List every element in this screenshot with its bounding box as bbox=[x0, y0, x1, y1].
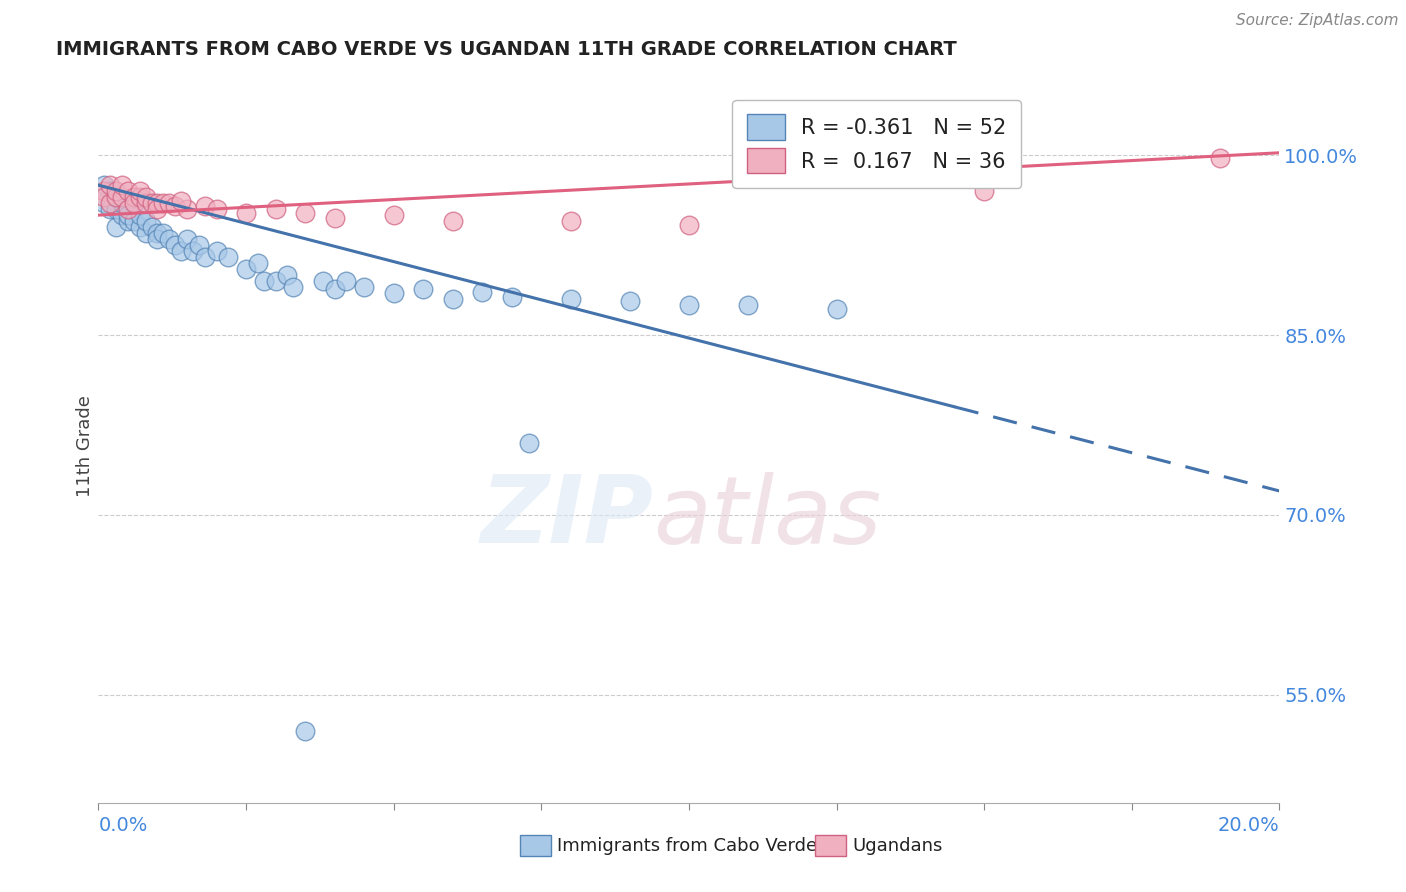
Text: 20.0%: 20.0% bbox=[1218, 815, 1279, 835]
Point bbox=[560, 214, 582, 228]
Point bbox=[312, 274, 335, 288]
Text: ZIP: ZIP bbox=[481, 471, 654, 564]
Text: Immigrants from Cabo Verde: Immigrants from Cabo Verde bbox=[557, 837, 817, 855]
Point bbox=[105, 190, 128, 204]
Point bbox=[382, 286, 405, 301]
Point bbox=[264, 202, 287, 216]
Point bbox=[105, 190, 128, 204]
Point bbox=[170, 244, 193, 259]
Point bbox=[122, 190, 145, 204]
Point bbox=[157, 232, 180, 246]
Point bbox=[105, 184, 128, 198]
Point bbox=[141, 220, 163, 235]
Point bbox=[146, 226, 169, 240]
Point bbox=[128, 208, 150, 222]
Point bbox=[135, 196, 157, 211]
Point bbox=[117, 184, 139, 198]
Point bbox=[353, 280, 375, 294]
Text: atlas: atlas bbox=[654, 472, 882, 563]
Point bbox=[93, 196, 115, 211]
Point bbox=[146, 232, 169, 246]
Point bbox=[619, 294, 641, 309]
Point bbox=[152, 226, 174, 240]
Point bbox=[128, 190, 150, 204]
Point bbox=[176, 232, 198, 246]
Point bbox=[825, 301, 848, 316]
Point bbox=[678, 218, 700, 232]
Point bbox=[98, 184, 121, 198]
Text: 0.0%: 0.0% bbox=[98, 815, 148, 835]
Point bbox=[93, 184, 115, 198]
Point bbox=[176, 202, 198, 216]
Point bbox=[111, 178, 134, 193]
Point bbox=[235, 262, 257, 277]
Point bbox=[135, 214, 157, 228]
Point bbox=[560, 292, 582, 306]
Point bbox=[98, 196, 121, 211]
Point bbox=[165, 198, 187, 212]
Point bbox=[382, 208, 405, 222]
Point bbox=[122, 196, 145, 211]
Legend: R = -0.361   N = 52, R =  0.167   N = 36: R = -0.361 N = 52, R = 0.167 N = 36 bbox=[733, 100, 1021, 188]
Point bbox=[205, 244, 228, 259]
Point bbox=[194, 250, 217, 264]
Point bbox=[501, 290, 523, 304]
Point bbox=[93, 178, 115, 193]
Text: IMMIGRANTS FROM CABO VERDE VS UGANDAN 11TH GRADE CORRELATION CHART: IMMIGRANTS FROM CABO VERDE VS UGANDAN 11… bbox=[56, 40, 957, 59]
Point bbox=[105, 220, 128, 235]
Point bbox=[135, 226, 157, 240]
Point bbox=[1209, 151, 1232, 165]
Point bbox=[412, 283, 434, 297]
Point bbox=[165, 238, 187, 252]
Point bbox=[98, 202, 121, 216]
Point bbox=[519, 436, 541, 450]
Point bbox=[276, 268, 298, 282]
Text: Source: ZipAtlas.com: Source: ZipAtlas.com bbox=[1236, 13, 1399, 29]
Point bbox=[128, 220, 150, 235]
Point bbox=[471, 285, 494, 299]
Point bbox=[441, 214, 464, 228]
Point bbox=[105, 202, 128, 216]
Point bbox=[283, 280, 305, 294]
Point bbox=[235, 205, 257, 219]
Point bbox=[973, 184, 995, 198]
Point bbox=[146, 196, 169, 211]
Point bbox=[93, 190, 115, 204]
Point bbox=[146, 202, 169, 216]
Y-axis label: 11th Grade: 11th Grade bbox=[76, 395, 94, 497]
Point bbox=[152, 196, 174, 211]
Point bbox=[335, 274, 357, 288]
Point bbox=[323, 283, 346, 297]
Point bbox=[187, 238, 209, 252]
Point bbox=[181, 244, 204, 259]
Point bbox=[253, 274, 276, 288]
Text: Ugandans: Ugandans bbox=[852, 837, 942, 855]
Point bbox=[205, 202, 228, 216]
Point bbox=[170, 194, 193, 208]
Point bbox=[323, 211, 346, 225]
Point bbox=[157, 196, 180, 211]
Point bbox=[111, 208, 134, 222]
Point bbox=[246, 256, 269, 270]
Point bbox=[128, 184, 150, 198]
Point bbox=[294, 723, 316, 738]
Point bbox=[117, 208, 139, 222]
Point bbox=[194, 198, 217, 212]
Point bbox=[294, 205, 316, 219]
Point bbox=[135, 190, 157, 204]
Point bbox=[122, 214, 145, 228]
Point bbox=[117, 202, 139, 216]
Point bbox=[217, 250, 239, 264]
Point bbox=[678, 298, 700, 312]
Point bbox=[117, 214, 139, 228]
Point bbox=[122, 196, 145, 211]
Point bbox=[441, 292, 464, 306]
Point bbox=[111, 196, 134, 211]
Point bbox=[264, 274, 287, 288]
Point bbox=[737, 298, 759, 312]
Point bbox=[141, 196, 163, 211]
Point bbox=[98, 178, 121, 193]
Point bbox=[111, 190, 134, 204]
